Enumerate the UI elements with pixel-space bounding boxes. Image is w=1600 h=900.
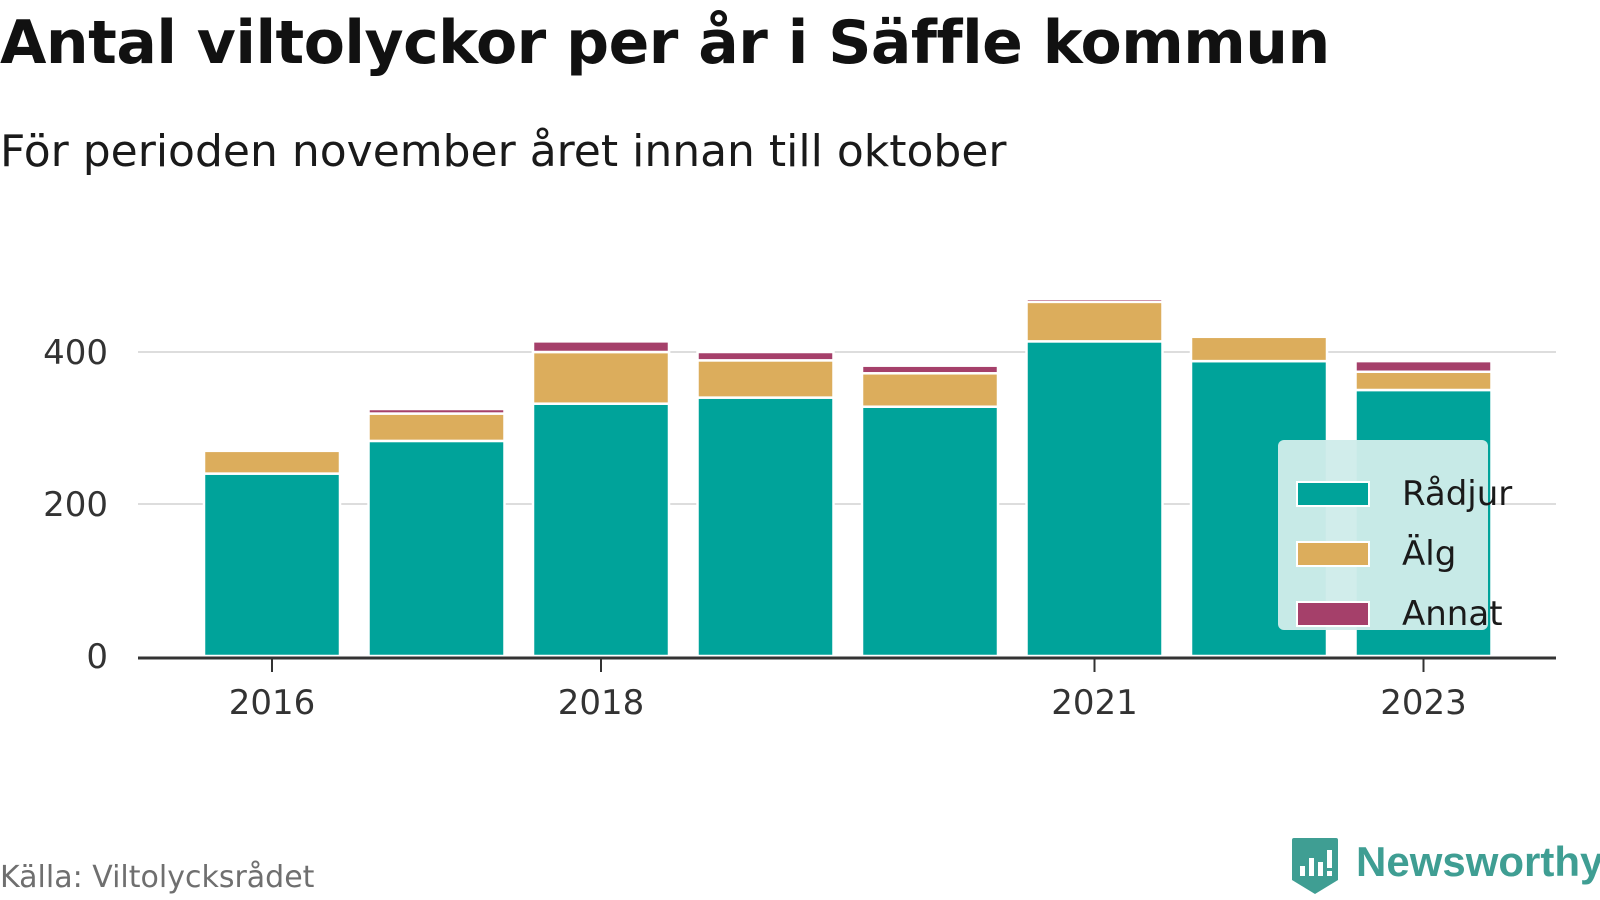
y-tick-label-200: 200 [43,485,108,525]
legend-swatch-annat [1296,601,1370,627]
bar-rådjur-2021 [1025,340,1164,658]
bar-annat-2020 [860,364,1000,375]
bar-rådjur-2018 [531,402,671,658]
y-tick-label-400: 400 [43,333,108,373]
x-tick-label-2018: 2018 [558,683,645,723]
bar-annat-2019 [696,350,835,362]
bar-rådjur-2020 [860,405,1000,658]
legend-item-alg: Älg [1296,534,1456,574]
legend: Rådjur Älg Annat [1278,440,1512,634]
bar-rådjur-2019 [696,396,835,658]
legend-label-radjur: Rådjur [1402,474,1513,514]
bar-älg-2018 [531,350,671,405]
bar-älg-2020 [860,372,1000,408]
x-tick-label-2021: 2021 [1051,683,1138,723]
bar-annat-2017 [367,407,506,415]
bar-annat-2023 [1354,359,1493,374]
legend-swatch-radjur [1296,481,1370,507]
bar-älg-2016 [202,449,342,475]
legend-item-radjur: Rådjur [1296,474,1512,514]
chart-subtitle: För perioden november året innan till ok… [0,126,1007,177]
bar-annat-2018 [531,340,671,354]
brand-logo[interactable]: Newsworthy [1290,836,1600,896]
bar-annat-2021 [1025,297,1164,304]
bar-älg-2017 [367,412,506,443]
bar-rådjur-2016 [202,472,342,658]
bar-rådjur-2017 [367,439,506,658]
legend-swatch-alg [1296,541,1370,567]
x-tick-label-2016: 2016 [229,683,316,723]
legend-label-annat: Annat [1402,594,1503,634]
bar-älg-2022 [1189,335,1329,363]
bar-älg-2021 [1025,300,1164,343]
newsworthy-logo-icon [1292,838,1338,894]
legend-label-alg: Älg [1402,534,1457,574]
bar-älg-2019 [696,359,835,399]
bar-älg-2023 [1354,370,1493,392]
brand-name: Newsworthy [1356,838,1600,885]
y-tick-label-0: 0 [86,637,108,677]
axis-ticks: 0 200 400 2016 2018 2021 2023 [43,333,1467,723]
source-note: Källa: Viltolycksrådet [0,860,315,895]
bar-annat-2016 [202,447,342,453]
legend-item-annat: Annat [1296,594,1503,634]
x-tick-label-2023: 2023 [1380,683,1467,723]
chart-title: Antal viltolyckor per år i Säffle kommun [0,8,1330,78]
bars [202,297,1493,658]
